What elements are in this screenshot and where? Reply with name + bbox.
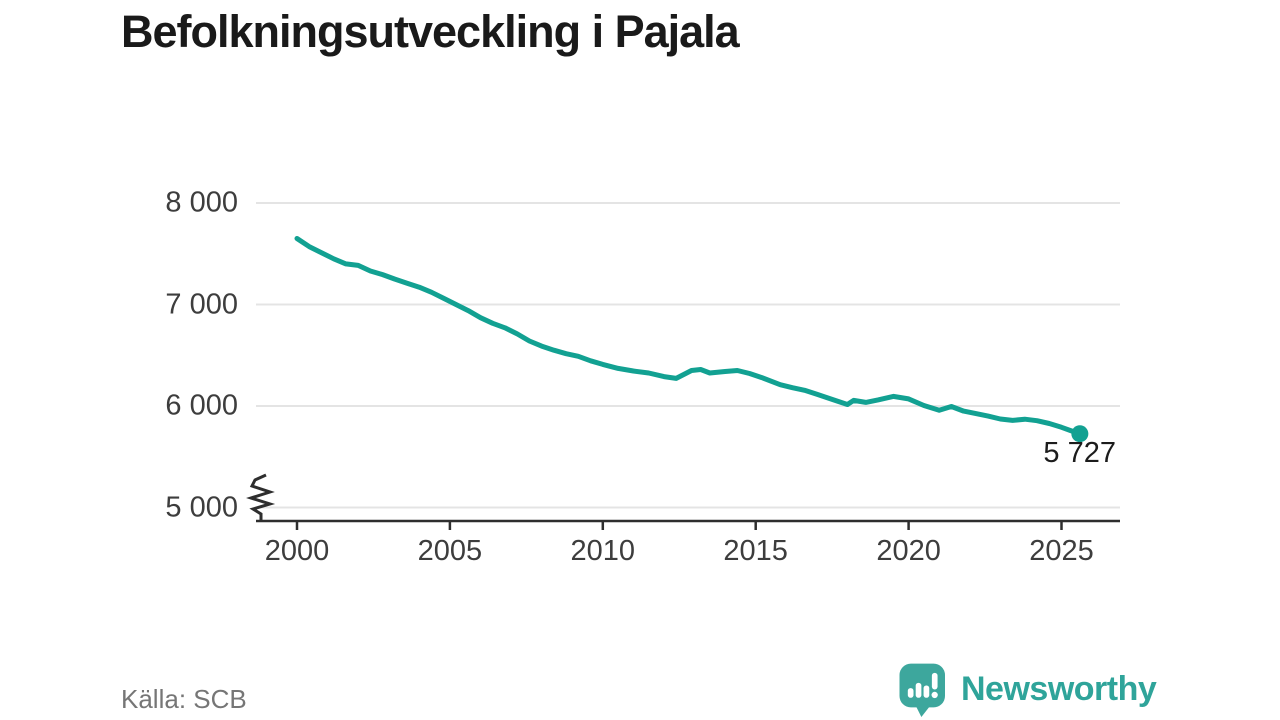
axis-break-icon [246, 473, 276, 521]
x-tick-label: 2010 [570, 535, 636, 567]
line-end-marker [1071, 425, 1089, 443]
x-tick-label: 2020 [876, 535, 941, 567]
x-tick-label: 2000 [264, 535, 330, 567]
newsworthy-wordmark: Newsworthy [961, 669, 1157, 708]
x-tick-label: 2025 [1029, 535, 1094, 567]
page-title: Befolkningsutveckling i Pajala [121, 6, 740, 57]
x-tick-label: 2005 [417, 535, 483, 567]
latest-value-label: 5 727 [1043, 437, 1116, 469]
y-tick-label: 6 000 [165, 389, 238, 422]
y-tick-label: 8 000 [165, 186, 238, 219]
population-line [294, 236, 1083, 437]
y-tick-label: 5 000 [165, 491, 238, 523]
newsworthy-bubble-chart-icon [899, 663, 945, 717]
y-tick-label: 7 000 [165, 288, 238, 320]
source-note: Källa: SCB [121, 684, 247, 714]
newsworthy-logo: Newsworthy [896, 661, 1157, 717]
x-tick-label: 2015 [723, 535, 788, 567]
